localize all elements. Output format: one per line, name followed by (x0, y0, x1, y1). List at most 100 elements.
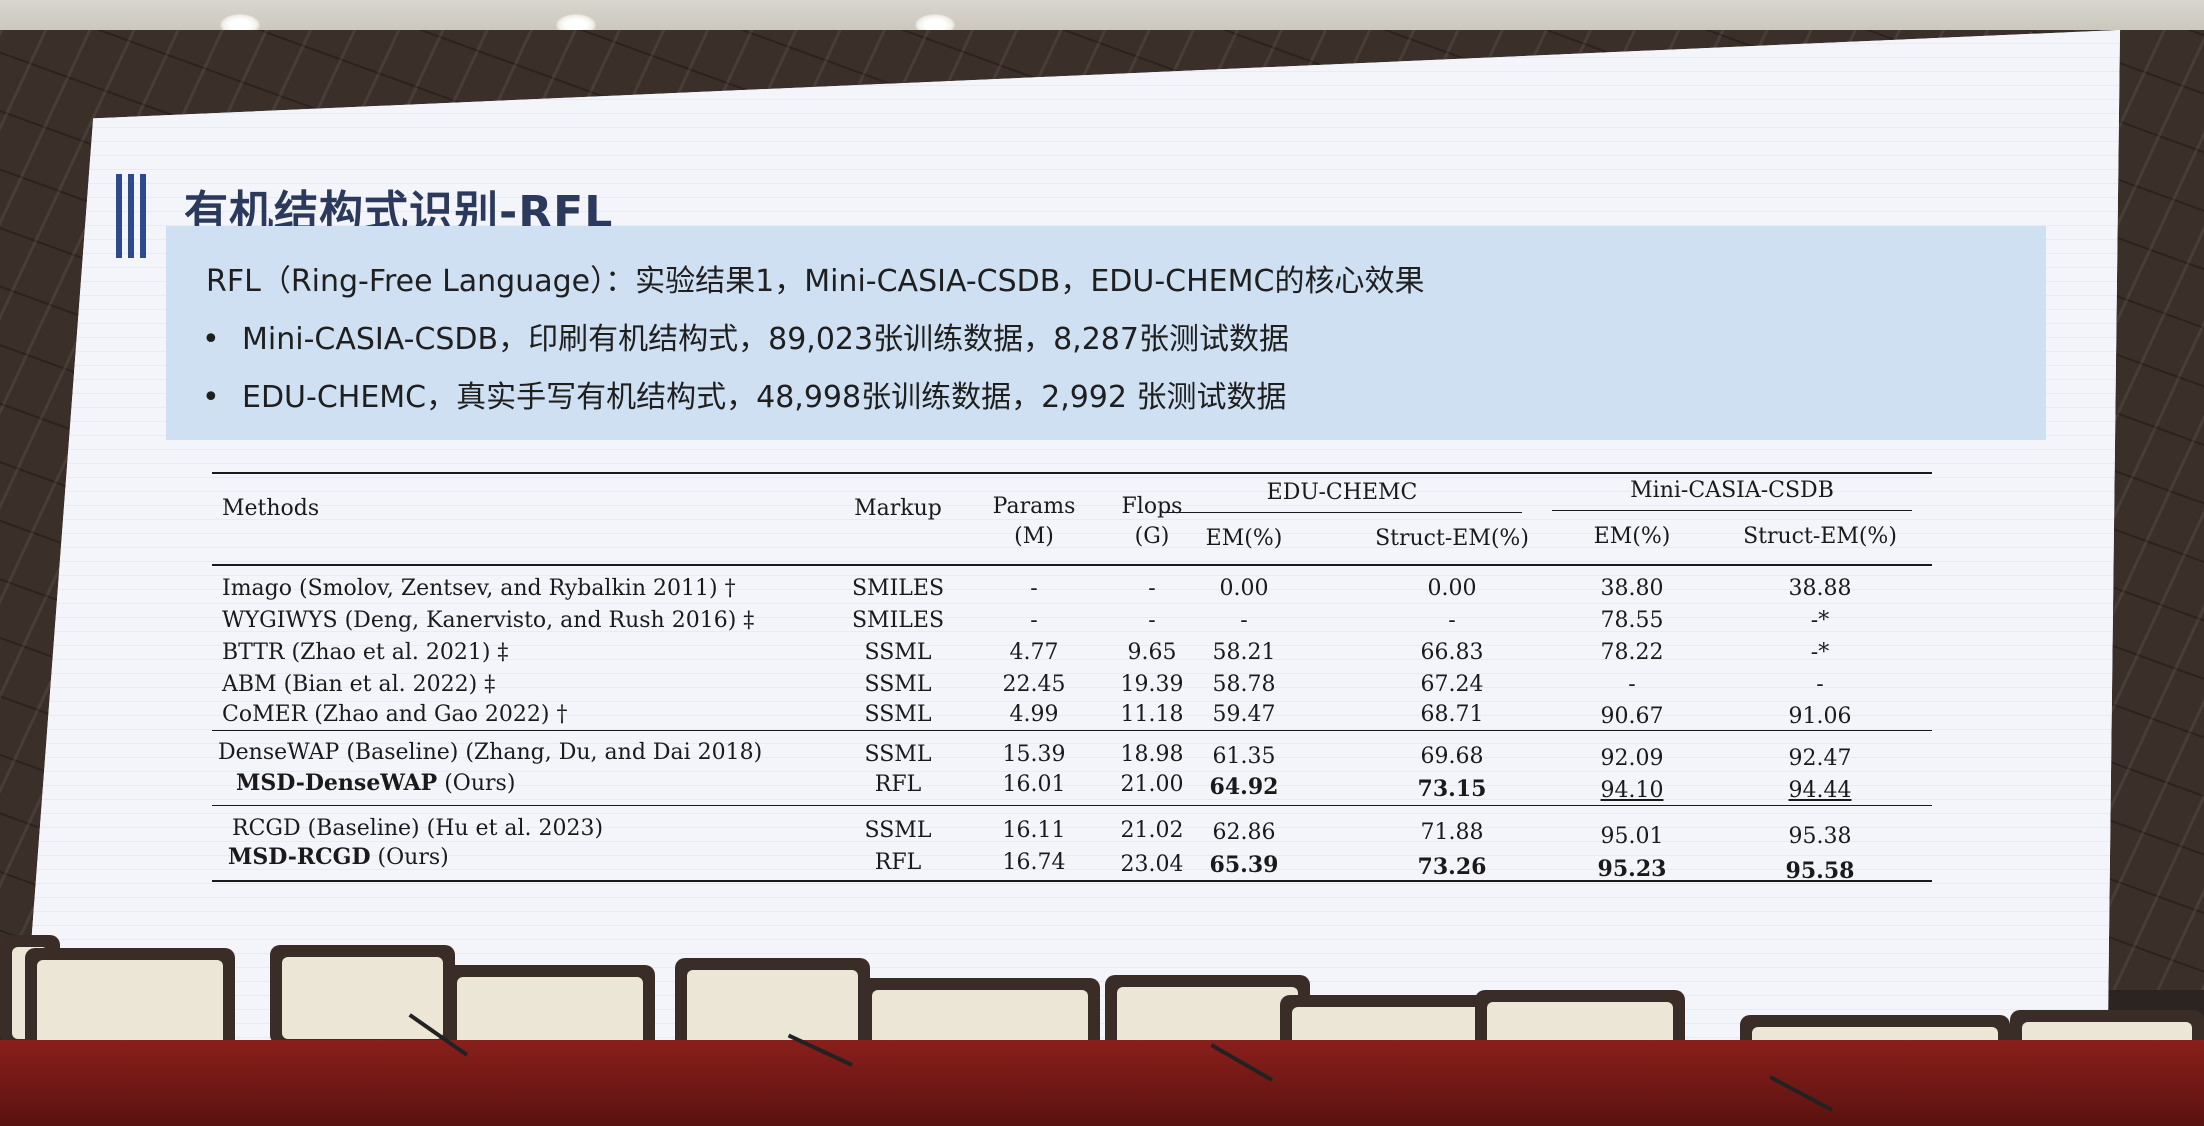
cell-em-edu: 58.21 (1212, 640, 1276, 665)
cell-em-casia: 38.80 (1600, 576, 1664, 601)
header-struct-em-2: Struct-EM(%) (1743, 524, 1897, 549)
cell-em-edu: 61.35 (1212, 744, 1276, 769)
slide: 有机结构式识别-RFL RFL（Ring-Free Language）：实验结果… (24, 30, 2120, 1070)
cell-struct-em-casia: -* (1810, 640, 1830, 665)
cell-markup: SMILES (851, 608, 945, 633)
bullet-item: • EDU-CHEMC，真实手写有机结构式，48,998张训练数据，2,992 张… (202, 372, 1287, 416)
cell-struct-em-casia: 95.58 (1785, 858, 1855, 884)
table-bottom-rule (212, 880, 1932, 882)
cell-markup: SSML (864, 742, 932, 767)
cell-struct-em-casia: 92.47 (1788, 746, 1852, 771)
cell-struct-em-casia: 95.38 (1788, 824, 1852, 849)
cell-flops: - (1148, 576, 1156, 601)
cell-struct-em-edu: - (1448, 608, 1456, 633)
cell-struct-em-casia: 94.44 (1788, 778, 1852, 803)
cell-struct-em-casia: 38.88 (1788, 576, 1852, 601)
cell-em-casia: 95.23 (1597, 856, 1667, 882)
cell-params: 16.11 (1002, 818, 1066, 843)
cell-em-casia: 92.09 (1600, 746, 1664, 771)
cell-params: 16.74 (1002, 850, 1066, 875)
cell-flops: 19.39 (1120, 672, 1184, 697)
cell-flops: 21.00 (1120, 772, 1184, 797)
cell-params: 15.39 (1002, 742, 1066, 767)
section-rule (212, 805, 1932, 806)
cell-em-casia: 95.01 (1600, 824, 1664, 849)
header-methods: Methods (222, 496, 320, 521)
cell-em-edu: 62.86 (1212, 820, 1276, 845)
info-box: RFL（Ring-Free Language）：实验结果1，Mini-CASIA… (166, 226, 2046, 440)
cell-em-casia: - (1628, 672, 1636, 697)
title-bars-icon (116, 174, 150, 258)
cell-params: - (1030, 608, 1038, 633)
cell-struct-em-edu: 67.24 (1420, 672, 1484, 697)
method-name-bold: MSD-DenseWAP (236, 770, 438, 796)
cell-method: CoMER (Zhao and Gao 2022) † (222, 702, 568, 727)
header-em: EM(%) (1205, 526, 1283, 551)
cell-method: WYGIWYS (Deng, Kanervisto, and Rush 2016… (222, 608, 755, 633)
cell-params: 16.01 (1002, 772, 1066, 797)
info-heading: RFL（Ring-Free Language）：实验结果1，Mini-CASIA… (206, 264, 1425, 299)
red-desk (0, 1040, 2204, 1126)
cell-markup: SMILES (851, 576, 945, 601)
header-group-mini-casia: Mini-CASIA-CSDB (1630, 478, 1834, 503)
cell-em-casia: 94.10 (1600, 778, 1664, 803)
cell-params: 22.45 (1002, 672, 1066, 697)
cell-markup: SSML (864, 702, 932, 727)
cell-struct-em-edu: 73.15 (1417, 776, 1487, 802)
header-group-edu-chemc: EDU-CHEMC (1266, 480, 1418, 505)
cell-method: BTTR (Zhao et al. 2021) ‡ (222, 640, 509, 665)
header-flops-unit: (G) (1134, 524, 1170, 549)
cell-method: ABM (Bian et al. 2022) ‡ (222, 672, 496, 697)
cell-struct-em-casia: - (1816, 672, 1824, 697)
cell-struct-em-casia: 91.06 (1788, 704, 1852, 729)
cell-markup: SSML (864, 640, 932, 665)
cell-em-edu: 65.39 (1209, 852, 1279, 878)
cell-struct-em-casia: -* (1810, 608, 1830, 633)
cell-em-casia: 90.67 (1600, 704, 1664, 729)
cell-params: - (1030, 576, 1038, 601)
cell-markup: RFL (874, 850, 922, 875)
bullet-icon: • (202, 380, 220, 415)
projection-screen: 有机结构式识别-RFL RFL（Ring-Free Language）：实验结果… (24, 30, 2120, 1070)
cell-struct-em-edu: 71.88 (1420, 820, 1484, 845)
cell-struct-em-edu: 66.83 (1420, 640, 1484, 665)
cell-params: 4.77 (1009, 640, 1059, 665)
method-name-bold: MSD-RCGD (228, 844, 371, 870)
method-suffix: (Ours) (370, 845, 449, 870)
cell-method: RCGD (Baseline) (Hu et al. 2023) (232, 816, 604, 841)
cell-em-edu: 64.92 (1209, 774, 1279, 800)
bullet-icon: • (202, 322, 220, 357)
cell-method: Imago (Smolov, Zentsev, and Rybalkin 201… (222, 576, 736, 601)
header-params-unit: (M) (1014, 524, 1054, 549)
cell-em-edu: - (1240, 608, 1248, 633)
cell-markup: RFL (874, 772, 922, 797)
header-em-2: EM(%) (1593, 524, 1671, 549)
cell-method: MSD-RCGD (Ours) (228, 844, 449, 870)
cell-struct-em-edu: 73.26 (1417, 854, 1487, 880)
cell-em-casia: 78.22 (1600, 640, 1664, 665)
header-struct-em: Struct-EM(%) (1375, 526, 1529, 551)
cell-flops: 11.18 (1120, 702, 1184, 727)
header-rule (212, 564, 1932, 566)
cell-em-edu: 0.00 (1219, 576, 1269, 601)
cell-flops: 23.04 (1120, 852, 1184, 877)
cell-flops: - (1148, 608, 1156, 633)
cell-method: DenseWAP (Baseline) (Zhang, Du, and Dai … (218, 740, 763, 765)
chair (25, 948, 235, 1058)
chair (270, 945, 455, 1045)
group-rule (1162, 512, 1522, 513)
method-suffix: (Ours) (437, 771, 516, 796)
header-flops: Flops (1121, 494, 1183, 519)
cell-struct-em-edu: 69.68 (1420, 744, 1484, 769)
cell-markup: SSML (864, 818, 932, 843)
bullet-text: EDU-CHEMC，真实手写有机结构式，48,998张训练数据，2,992 张测… (242, 380, 1287, 415)
cell-em-edu: 58.78 (1212, 672, 1276, 697)
group-rule (1552, 510, 1912, 511)
header-params: Params (992, 494, 1076, 519)
bullet-item: • Mini-CASIA-CSDB，印刷有机结构式，89,023张训练数据，8,2… (202, 314, 1289, 358)
table-top-rule (212, 472, 1932, 474)
cell-method: MSD-DenseWAP (Ours) (236, 770, 515, 796)
section-rule (212, 730, 1932, 731)
cell-em-casia: 78.55 (1600, 608, 1664, 633)
cell-markup: SSML (864, 672, 932, 697)
